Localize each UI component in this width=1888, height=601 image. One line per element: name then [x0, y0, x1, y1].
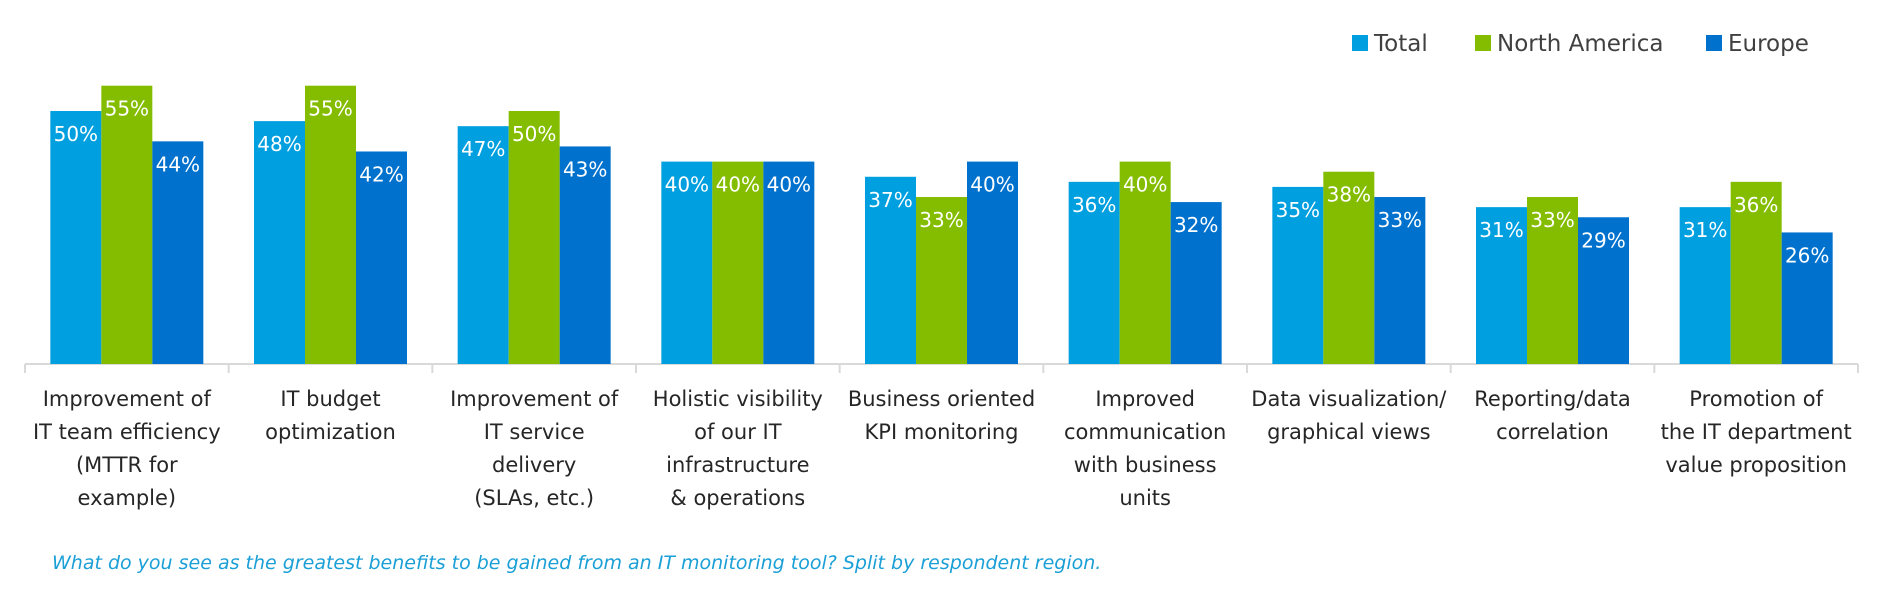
data-label: 40%	[970, 173, 1014, 197]
category-label-line: Reporting/data	[1474, 387, 1630, 411]
category-label-line: example)	[78, 486, 177, 510]
category-label-line: Holistic visibility	[653, 387, 823, 411]
data-label: 33%	[919, 208, 963, 232]
category-label: Holistic visibility of our IT infrastructu…	[653, 387, 823, 510]
data-label: 48%	[257, 132, 301, 156]
category-label: IT budget optimization	[265, 387, 396, 444]
category-label-line: IT service	[484, 420, 585, 444]
category-label-line: units	[1119, 486, 1171, 510]
bar	[50, 111, 102, 364]
bar	[1119, 161, 1171, 364]
bar	[1068, 181, 1120, 364]
data-label: 43%	[563, 157, 607, 181]
data-label: 31%	[1683, 218, 1727, 242]
data-label: 33%	[1530, 208, 1574, 232]
bar	[661, 161, 713, 364]
category-label: Improved communication with business units	[1064, 387, 1226, 510]
category-label-line: graphical views	[1267, 420, 1431, 444]
legend-swatch	[1706, 35, 1722, 51]
category-label-line: Promotion of	[1689, 387, 1823, 411]
category-label-line: communication	[1064, 420, 1226, 444]
bar	[1323, 171, 1375, 364]
legend-swatch	[1352, 35, 1368, 51]
data-label: 38%	[1327, 183, 1371, 207]
category-label-line: IT team efficiency	[33, 420, 221, 444]
data-label: 55%	[105, 97, 149, 121]
bar	[254, 121, 305, 365]
bar	[1170, 202, 1222, 364]
category-label-line: Business oriented	[848, 387, 1035, 411]
category-label-line: optimization	[265, 420, 396, 444]
category-label-line: Improved	[1095, 387, 1195, 411]
bar	[305, 85, 356, 364]
category-label-line: (SLAs, etc.)	[474, 486, 594, 510]
bar	[1730, 181, 1782, 364]
category-label-line: IT budget	[280, 387, 380, 411]
category-label: Improvement of IT team efficiency (MTTR fo…	[33, 387, 221, 510]
data-label: 47%	[461, 137, 505, 161]
category-label: Data visualization/graphical views	[1251, 387, 1447, 444]
legend-label: Europe	[1728, 31, 1809, 57]
data-label: 40%	[665, 173, 709, 197]
data-label: 26%	[1785, 243, 1829, 267]
data-label: 37%	[868, 188, 912, 212]
category-label-line: (MTTR for	[76, 453, 178, 477]
category-label-line: delivery	[492, 453, 576, 477]
data-label: 33%	[1378, 208, 1422, 232]
category-label-line: Data visualization/	[1251, 387, 1447, 411]
category-label-line: & operations	[670, 486, 805, 510]
bar	[1578, 217, 1629, 364]
category-label: Reporting/data correlation	[1474, 387, 1630, 444]
legend-swatch	[1475, 35, 1491, 51]
category-label-line: correlation	[1496, 420, 1609, 444]
bar	[763, 161, 815, 364]
bar	[712, 161, 764, 364]
data-label: 40%	[1123, 173, 1167, 197]
category-label-line: Improvement of	[43, 387, 212, 411]
data-label: 55%	[308, 97, 352, 121]
category-label-line: value proposition	[1665, 453, 1847, 477]
category-label-line: infrastructure	[666, 453, 809, 477]
chart-footnote: What do you see as the greatest benefits…	[52, 552, 1102, 574]
bar	[1272, 186, 1324, 364]
bar	[1374, 197, 1426, 364]
bar	[916, 197, 967, 364]
bar	[101, 85, 153, 364]
bar	[457, 126, 509, 365]
bar	[865, 176, 916, 364]
category-label: Promotion of the IT department value propo…	[1661, 387, 1852, 477]
category-label: Business oriented KPI monitoring	[848, 387, 1035, 444]
category-label-line: the IT department	[1661, 420, 1852, 444]
data-label: 32%	[1174, 213, 1218, 237]
data-label: 42%	[359, 162, 403, 186]
bar	[1476, 207, 1527, 364]
data-label: 36%	[1072, 193, 1116, 217]
data-label: 40%	[716, 173, 760, 197]
category-label-line: KPI monitoring	[865, 420, 1019, 444]
category-label-line: of our IT	[694, 420, 782, 444]
data-label: 35%	[1276, 198, 1320, 222]
bar	[152, 141, 204, 364]
bar	[1679, 207, 1731, 364]
data-label: 36%	[1734, 193, 1778, 217]
category-label: Improvement of IT service delivery (SLAs, e…	[450, 387, 619, 510]
data-label: 50%	[54, 122, 98, 146]
legend-label: North America	[1497, 31, 1664, 57]
bar	[559, 146, 611, 364]
bar	[508, 111, 560, 364]
data-label: 40%	[767, 173, 811, 197]
bar	[967, 161, 1018, 364]
bar	[1527, 197, 1578, 364]
legend-label: Total	[1373, 31, 1428, 57]
bar	[356, 151, 407, 364]
category-label-line: with business	[1074, 453, 1217, 477]
data-label: 29%	[1581, 228, 1625, 252]
data-label: 44%	[156, 152, 200, 176]
category-label-line: Improvement of	[450, 387, 619, 411]
data-label: 31%	[1479, 218, 1523, 242]
data-label: 50%	[512, 122, 556, 146]
bar	[1781, 232, 1833, 364]
